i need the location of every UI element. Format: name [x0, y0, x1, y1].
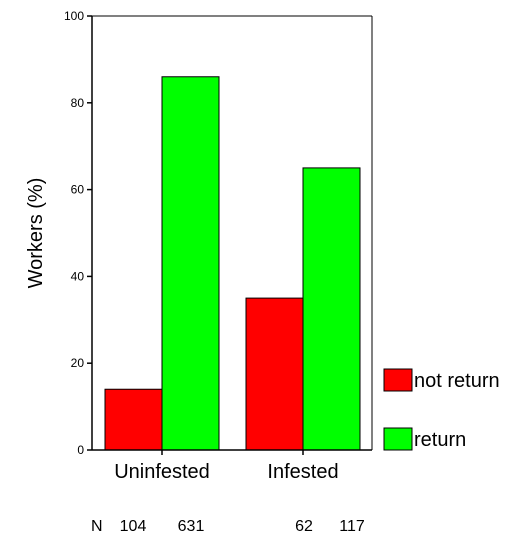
x-labels-group: Uninfested Infested [114, 450, 339, 483]
bar-uninfested-not-return [104, 388, 163, 451]
n-value-label: 117 [339, 518, 365, 535]
sample-size-row: N 104 631 62 117 [91, 518, 365, 535]
y-ticks-group: 0 20 40 60 80 100 [64, 9, 92, 457]
axes-group [91, 15, 373, 451]
y-tick-label: 40 [71, 269, 85, 283]
y-tick-label: 80 [71, 96, 85, 110]
bar-infested-return [302, 167, 361, 451]
legend-label-not-return: not return [414, 370, 500, 392]
n-prefix-label: N [91, 518, 103, 535]
n-value-label: 104 [120, 518, 147, 535]
legend-label-return: return [414, 429, 466, 451]
x-category-label: Uninfested [114, 461, 210, 483]
bars-group [104, 76, 361, 451]
legend-swatch-return [383, 427, 413, 451]
n-value-label: 62 [295, 518, 313, 535]
bar-uninfested-return [161, 76, 220, 451]
y-tick-label: 60 [71, 183, 85, 197]
y-tick-label: 100 [64, 9, 84, 23]
x-category-label: Infested [267, 461, 338, 483]
bar-infested-not-return [245, 297, 304, 451]
y-axis-title: Workers (%) [25, 178, 47, 289]
n-value-label: 631 [178, 518, 205, 535]
legend: not return return [383, 368, 500, 451]
y-tick-label: 0 [77, 443, 84, 457]
legend-swatch-not-return [383, 368, 413, 392]
y-tick-label: 20 [71, 356, 85, 370]
